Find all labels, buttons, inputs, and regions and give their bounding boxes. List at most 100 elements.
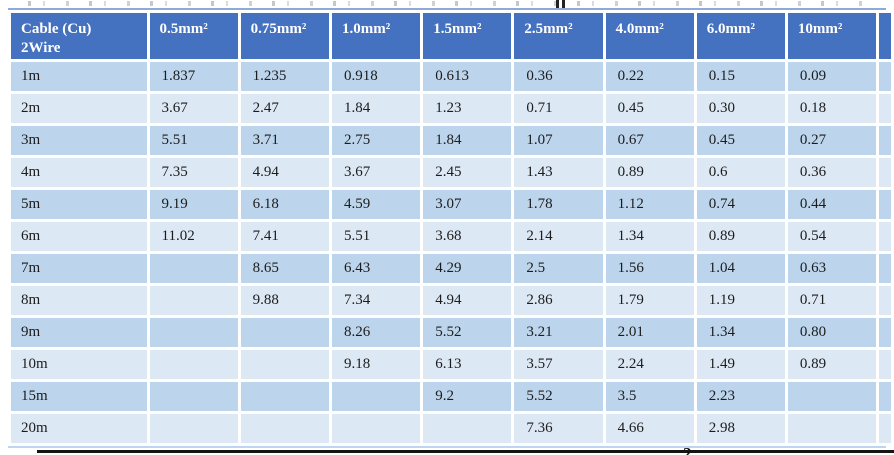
data-cell: 2.01 — [605, 318, 694, 347]
data-cell: 0.613 — [423, 62, 512, 91]
data-cell — [240, 414, 330, 443]
data-cell: 5.52 — [514, 382, 603, 411]
data-cell: 0.30 — [696, 94, 785, 123]
cropped-column-cell — [878, 254, 891, 283]
table-row: 1m 1.837 1.235 0.918 0.613 0.36 0.22 0.15 0.09 — [11, 62, 891, 91]
data-cell: 0.89 — [787, 350, 876, 379]
data-cell: 2.98 — [696, 414, 785, 443]
data-cell: 6.13 — [423, 350, 512, 379]
data-cell: 8.26 — [332, 318, 421, 347]
data-cell: 0.74 — [696, 190, 785, 219]
data-cell: 2.45 — [423, 158, 512, 187]
row-label-cell: 9m — [11, 318, 147, 347]
row-label-cell: 8m — [11, 286, 147, 315]
cropped-column-cell — [878, 158, 891, 187]
data-cell: 0.71 — [787, 286, 876, 315]
row-label-cell: 7m — [11, 254, 147, 283]
data-cell: 7.35 — [149, 158, 238, 187]
data-cell: 1.19 — [696, 286, 785, 315]
table-row: 3m 5.51 3.71 2.75 1.84 1.07 0.67 0.45 0.27 — [11, 126, 891, 155]
data-cell: 6.43 — [332, 254, 421, 283]
data-cell: 2.24 — [605, 350, 694, 379]
row-label-cell: 6m — [11, 222, 147, 251]
data-cell: 2.14 — [514, 222, 603, 251]
data-cell: 8.65 — [240, 254, 330, 283]
data-cell — [423, 414, 512, 443]
data-cell: 1.837 — [149, 62, 238, 91]
data-cell: 0.54 — [787, 222, 876, 251]
table-row: 7m 8.65 6.43 4.29 2.5 1.56 1.04 0.63 — [11, 254, 891, 283]
data-cell — [787, 382, 876, 411]
cropped-column-cell — [878, 286, 891, 315]
data-cell: 9.2 — [423, 382, 512, 411]
row-label-cell: 10m — [11, 350, 147, 379]
data-cell — [240, 350, 330, 379]
data-cell: 5.52 — [423, 318, 512, 347]
data-cell — [149, 382, 238, 411]
table-row: 6m 11.02 7.41 5.51 3.68 2.14 1.34 0.89 0.54 — [11, 222, 891, 251]
data-cell: 4.94 — [423, 286, 512, 315]
data-cell: 0.45 — [605, 94, 694, 123]
data-cell: 0.80 — [787, 318, 876, 347]
data-cell — [332, 414, 421, 443]
table-row: 20m 7.36 4.66 2.98 — [11, 414, 891, 443]
data-cell: 0.44 — [787, 190, 876, 219]
table-row: 2m 3.67 2.47 1.84 1.23 0.71 0.45 0.30 0.18 — [11, 94, 891, 123]
data-cell: 0.71 — [514, 94, 603, 123]
column-header-cell: 10mm² — [787, 13, 876, 59]
data-cell: 4.94 — [240, 158, 330, 187]
data-cell: 1.34 — [696, 318, 785, 347]
data-cell: 0.918 — [332, 62, 421, 91]
clipped-text-line-top — [28, 1, 868, 6]
cropped-column-cell — [878, 190, 891, 219]
data-cell: 1.04 — [696, 254, 785, 283]
data-cell: 0.09 — [787, 62, 876, 91]
data-cell: 7.41 — [240, 222, 330, 251]
column-header-cell: 0.5mm² — [149, 13, 238, 59]
row-label-cell: 4m — [11, 158, 147, 187]
data-cell: 3.67 — [149, 94, 238, 123]
data-cell: 1.78 — [514, 190, 603, 219]
table-row: 15m 9.2 5.52 3.5 2.23 — [11, 382, 891, 411]
cropped-column-cell — [878, 318, 891, 347]
data-cell: 1.49 — [696, 350, 785, 379]
data-cell: 1.23 — [423, 94, 512, 123]
data-cell: 5.51 — [149, 126, 238, 155]
data-cell: 0.27 — [787, 126, 876, 155]
data-cell: 0.18 — [787, 94, 876, 123]
cropped-column-cell — [878, 382, 891, 411]
data-cell: 6.18 — [240, 190, 330, 219]
data-cell: 4.66 — [605, 414, 694, 443]
table-row: 10m 9.18 6.13 3.57 2.24 1.49 0.89 — [11, 350, 891, 379]
clipped-glyph-stroke — [556, 0, 559, 9]
corner-header-line1: Cable (Cu) — [21, 21, 92, 37]
data-cell: 3.57 — [514, 350, 603, 379]
column-header-cell: 0.75mm² — [240, 13, 330, 59]
data-cell: 3.07 — [423, 190, 512, 219]
data-cell — [149, 254, 238, 283]
data-cell — [240, 382, 330, 411]
data-cell: 0.22 — [605, 62, 694, 91]
table-row: 5m 9.19 6.18 4.59 3.07 1.78 1.12 0.74 0.44 — [11, 190, 891, 219]
data-cell: 0.89 — [605, 158, 694, 187]
data-cell: 1.07 — [514, 126, 603, 155]
cropped-column-cell — [878, 222, 891, 251]
data-cell: 1.43 — [514, 158, 603, 187]
data-cell: 0.89 — [696, 222, 785, 251]
page-divider-rule — [37, 450, 894, 453]
data-cell: 9.19 — [149, 190, 238, 219]
cropped-column-cell — [878, 94, 891, 123]
cable-voltage-drop-table: Cable (Cu) 2Wire 0.5mm² 0.75mm² 1.0mm² 1.5mm²… — [8, 10, 894, 446]
clipped-character: 2 — [683, 445, 692, 455]
cropped-column-cell — [878, 350, 891, 379]
row-label-cell: 3m — [11, 126, 147, 155]
cropped-column-header-cell — [878, 13, 891, 59]
table-body: 1m 1.837 1.235 0.918 0.613 0.36 0.22 0.15 0.09 2m… — [11, 62, 891, 443]
clipped-glyph-stroke — [562, 0, 565, 9]
data-cell: 2.75 — [332, 126, 421, 155]
clipped-text-fragment: 2 — [683, 445, 699, 455]
table-bottom-border — [8, 446, 886, 448]
data-cell: 0.45 — [696, 126, 785, 155]
data-cell — [787, 414, 876, 443]
table-row: 8m 9.88 7.34 4.94 2.86 1.79 1.19 0.71 — [11, 286, 891, 315]
